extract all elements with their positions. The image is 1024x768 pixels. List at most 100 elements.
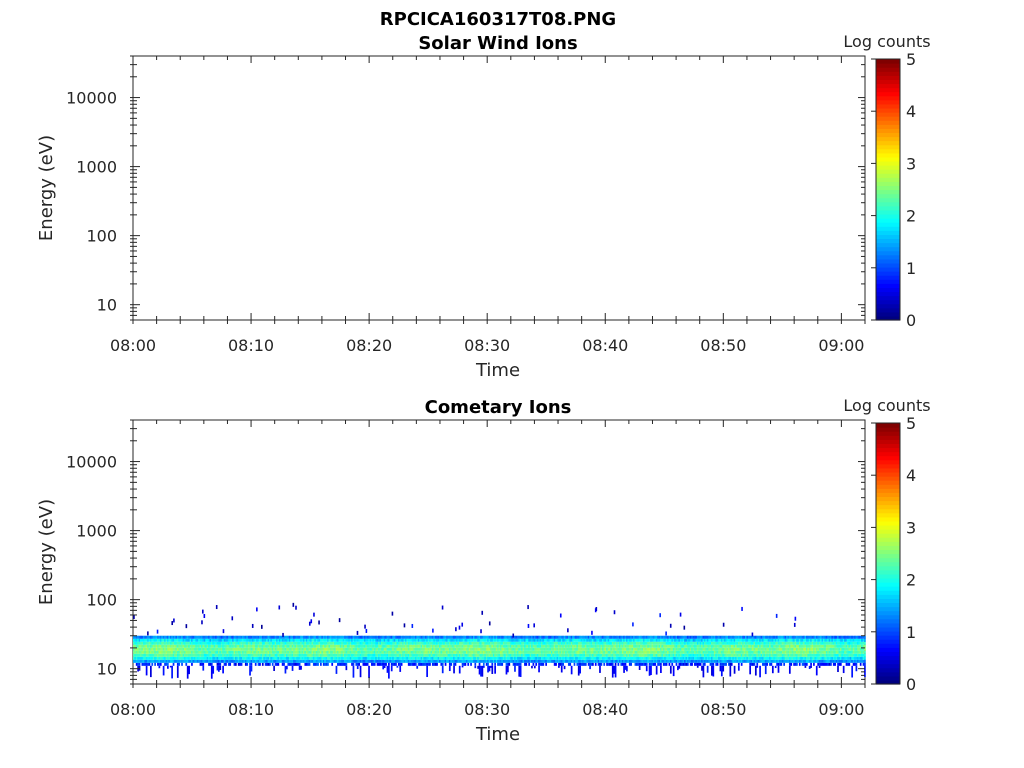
- heatmap-cell: [229, 647, 232, 651]
- heatmap-cell: [603, 650, 606, 654]
- heatmap-cell: [189, 641, 192, 645]
- heatmap-cell: [643, 653, 645, 657]
- heatmap-cell: [332, 656, 335, 660]
- heatmap-cell: [665, 656, 668, 660]
- heatmap-cell: [225, 644, 227, 648]
- heatmap-cell: [759, 653, 761, 657]
- heatmap-cell: [674, 641, 676, 645]
- heatmap-cell: [165, 644, 168, 648]
- heatmap-cell: [263, 656, 266, 660]
- heatmap-cell: [249, 662, 251, 666]
- heatmap-cell: [240, 659, 243, 663]
- heatmap-cell: [525, 638, 528, 642]
- heatmap-cell: [341, 662, 343, 666]
- heatmap-cell: [567, 650, 570, 654]
- heatmap-cell: [783, 662, 786, 666]
- heatmap-cell: [137, 653, 139, 657]
- heatmap-cell: [233, 653, 236, 657]
- heatmap-cell: [461, 659, 464, 663]
- heatmap-cell: [277, 650, 280, 654]
- heatmap-cell: [307, 662, 309, 666]
- heatmap-cell: [210, 665, 213, 679]
- heatmap-cell: [154, 662, 156, 666]
- colorbar-segment: [876, 271, 900, 276]
- heatmap-cell: [565, 653, 567, 657]
- heatmap-cell: [675, 635, 678, 639]
- heatmap-cell: [368, 647, 370, 651]
- heatmap-cell: [145, 644, 148, 648]
- heatmap-cell: [481, 656, 484, 660]
- heatmap-cell: [542, 650, 545, 654]
- heatmap-cell: [362, 647, 365, 651]
- heatmap-cell: [178, 659, 181, 663]
- heatmap-cell: [386, 665, 389, 673]
- heatmap-cell: [242, 635, 244, 639]
- heatmap-cell: [297, 647, 300, 651]
- heatmap-cell: [396, 656, 399, 660]
- heatmap-cell: [295, 644, 298, 648]
- heatmap-cell: [424, 653, 427, 657]
- heatmap-cell: [643, 635, 645, 639]
- heatmap-cell: [247, 638, 250, 642]
- heatmap-cell: [740, 650, 743, 654]
- heatmap-cell: [630, 656, 633, 660]
- heatmap-cell: [577, 653, 580, 657]
- heatmap-cell: [280, 638, 283, 642]
- heatmap-cell: [703, 647, 706, 651]
- heatmap-cell: [518, 659, 521, 663]
- heatmap-cell: [141, 653, 144, 657]
- heatmap-cell: [773, 641, 776, 645]
- heatmap-cell: [740, 647, 743, 651]
- heatmap-cell: [440, 659, 443, 663]
- heatmap-cell: [242, 650, 244, 654]
- heatmap-cell: [192, 653, 195, 657]
- heatmap-cell: [144, 659, 147, 663]
- heatmap-cell: [773, 647, 776, 651]
- heatmap-cell: [426, 635, 428, 639]
- heatmap-cell: [501, 659, 504, 663]
- heatmap-cell: [488, 644, 491, 648]
- heatmap-cell: [158, 665, 161, 669]
- heatmap-cell: [563, 656, 566, 660]
- heatmap-cell: [440, 656, 443, 660]
- heatmap-cell: [417, 635, 420, 639]
- heatmap-cell: [617, 635, 620, 639]
- heatmap-cell: [337, 638, 339, 642]
- heatmap-cell: [250, 638, 253, 642]
- heatmap-cell: [154, 638, 156, 642]
- heatmap-cell: [730, 656, 733, 660]
- heatmap-cell: [188, 653, 190, 657]
- heatmap-cell: [502, 644, 505, 648]
- heatmap-cell: [457, 659, 460, 663]
- heatmap-cell: [658, 635, 661, 639]
- heatmap-cell: [400, 638, 403, 642]
- heatmap-cell: [594, 659, 597, 663]
- heatmap-cell: [562, 653, 564, 657]
- heatmap-cell: [276, 650, 278, 654]
- heatmap-cell: [774, 665, 777, 669]
- heatmap-cell: [524, 662, 526, 666]
- heatmap-cell: [482, 644, 485, 648]
- heatmap-cell: [191, 656, 193, 660]
- heatmap-cell: [352, 638, 355, 642]
- heatmap-cell: [189, 659, 192, 663]
- heatmap-cell: [186, 638, 189, 642]
- heatmap-cell: [239, 659, 241, 663]
- heatmap-cell: [331, 647, 334, 651]
- heatmap-cell: [202, 647, 205, 651]
- heatmap-cell: [665, 638, 668, 642]
- heatmap-cell: [152, 659, 155, 663]
- heatmap-cell: [301, 644, 304, 648]
- heatmap-cell: [779, 659, 781, 663]
- heatmap-cell: [235, 653, 237, 657]
- heatmap-cell: [524, 653, 526, 657]
- heatmap-cell: [209, 656, 212, 660]
- heatmap-cell: [637, 635, 640, 639]
- heatmap-cell: [796, 635, 798, 639]
- heatmap-cell: [218, 635, 220, 639]
- heatmap-cell: [322, 656, 325, 660]
- heatmap-cell: [356, 644, 359, 648]
- heatmap-cell: [702, 647, 705, 651]
- heatmap-cell: [288, 644, 291, 648]
- heatmap-cell: [662, 659, 665, 663]
